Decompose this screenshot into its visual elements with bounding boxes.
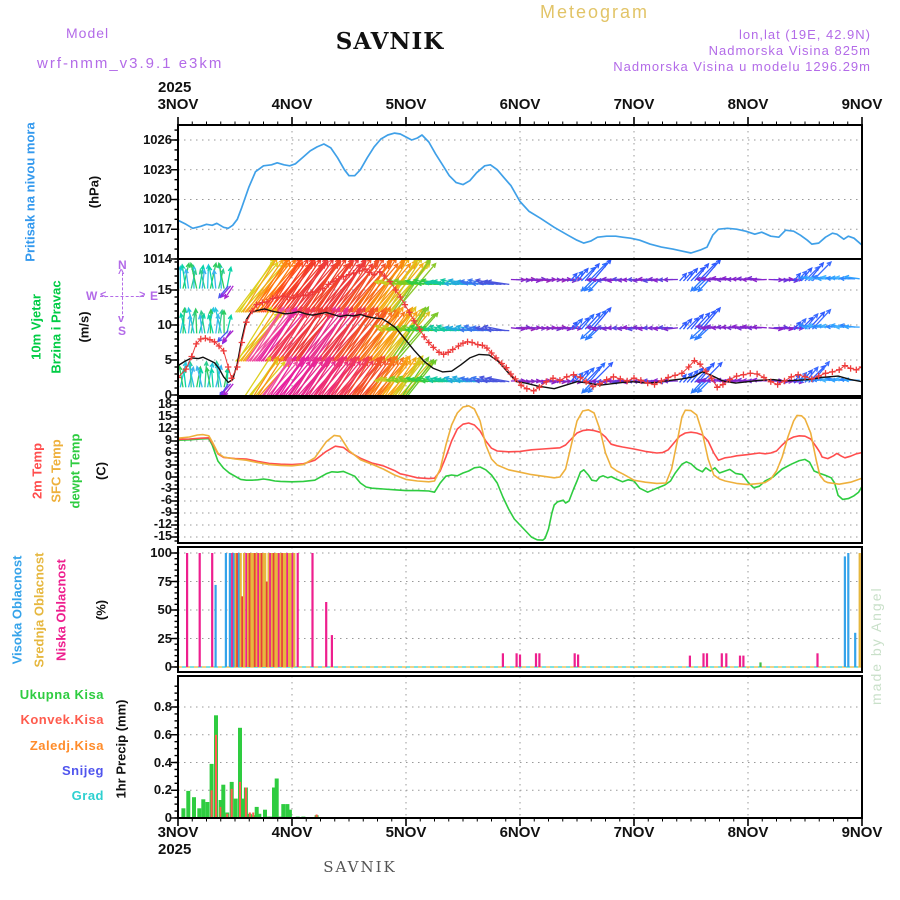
y-tick-label: -15: [153, 529, 172, 543]
y-tick-label: 1017: [143, 221, 172, 237]
wind-unit-label: (m/s): [76, 311, 92, 343]
x-axis-label-top: 3NOV: [157, 96, 199, 113]
year-label-bottom: 2025: [158, 841, 192, 858]
compass-west-label: W: [86, 289, 98, 303]
station-title: SAVNIK: [335, 28, 445, 55]
temp-unit-label: (C): [93, 461, 109, 481]
y-tick-label: 10: [157, 317, 172, 332]
x-axis-label-top: 9NOV: [841, 96, 883, 113]
compass-south-arrow-icon: v: [118, 313, 125, 325]
elevation-text: Nadmorska Visina 825m: [708, 43, 871, 58]
x-axis-label-top: 6NOV: [499, 96, 541, 113]
y-tick-label: 3: [165, 457, 172, 471]
y-tick-label: 1023: [143, 161, 172, 177]
y-tick-label: 0.6: [153, 726, 172, 742]
pressure-line: [178, 132, 862, 254]
precip-bars: [181, 715, 319, 818]
x-axis-label-top: 4NOV: [271, 96, 313, 113]
y-tick-label: -9: [160, 505, 172, 519]
y-tick-label: 15: [158, 409, 172, 423]
x-axis-label-top: 8NOV: [727, 96, 769, 113]
y-tick-label: 75: [157, 573, 172, 589]
y-tick-label: -12: [153, 517, 172, 531]
compass-east-label: E: [150, 289, 159, 303]
cloud-unit-label: (%): [93, 599, 109, 621]
temp-legend-sfc: SFC Temp: [48, 439, 64, 503]
y-tick-label: 0: [164, 659, 172, 674]
temperature-lines: [178, 405, 862, 541]
wind-panel-label-2: Brzina i Pravac: [48, 280, 64, 374]
watermark-credit: made by Angel: [868, 586, 884, 705]
y-tick-label: 0.2: [153, 782, 172, 798]
y-tick-label: 12: [158, 421, 172, 435]
cloud-legend-low: Niska Oblacnost: [53, 559, 69, 661]
y-tick-label: 1014: [143, 251, 172, 266]
compass-south-label: S: [118, 324, 127, 338]
y-tick-label: 100: [150, 545, 172, 560]
model-elevation-text: Nadmorska Visina u modelu 1296.29m: [613, 59, 871, 74]
y-tick-label: 6: [165, 445, 172, 459]
precip-legend-snow: Snijeg: [61, 763, 104, 778]
y-tick-label: 0.4: [153, 754, 172, 770]
x-axis-label-bottom: 6NOV: [499, 824, 541, 841]
page-heading: Meteogram: [540, 2, 650, 22]
y-tick-label: 0.8: [153, 699, 172, 714]
x-axis-label-bottom: 8NOV: [727, 824, 769, 841]
x-axis-label-bottom: 9NOV: [841, 824, 883, 841]
precip-legend-hail: Grad: [71, 788, 104, 803]
compass-west-arrow-icon: <: [100, 289, 107, 301]
x-axis-label-bottom: 4NOV: [271, 824, 313, 841]
x-axis-label-bottom: 3NOV: [157, 824, 199, 841]
compass-horizontal-line: [100, 296, 144, 297]
cloud-legend-mid: Srednja Oblacnost: [31, 552, 47, 668]
y-tick-label: 1026: [143, 131, 172, 147]
y-tick-label: 50: [157, 602, 172, 617]
temp-legend-dewpt: dewpt Temp: [67, 433, 83, 509]
y-tick-label: -3: [160, 481, 172, 495]
wind-panel-label-1: 10m Vjetar: [28, 294, 44, 360]
y-tick-label: 18: [158, 397, 172, 411]
x-axis-label-bottom: 5NOV: [385, 824, 427, 841]
axis-ticks: [171, 117, 863, 826]
precip-legend-convective: Konvek.Kisa: [20, 712, 104, 727]
pressure-unit-label: (hPa): [86, 175, 102, 209]
model-label: Model: [66, 25, 110, 41]
precip-legend-total: Ukupna Kisa: [19, 687, 104, 702]
year-label-top: 2025: [158, 79, 192, 96]
compass-east-arrow-icon: >: [139, 289, 146, 301]
precip-unit-label: 1hr Precip (mm): [113, 699, 129, 799]
y-tick-label: 0: [164, 387, 172, 402]
wind-gust-markers: [178, 265, 862, 394]
x-axis-label-top: 7NOV: [613, 96, 655, 113]
pressure-panel-label: Pritisak na nivou mora: [22, 122, 38, 262]
y-tick-label: 25: [157, 630, 172, 646]
cloud-legend-high: Visoka Oblacnost: [9, 555, 25, 665]
y-tick-label: -6: [160, 493, 172, 507]
y-tick-label: 5: [164, 352, 172, 367]
model-name: wrf-nmm_v3.9.1 e3km: [37, 55, 224, 72]
y-tick-label: 0: [164, 810, 172, 825]
compass-north-label: N: [118, 258, 127, 272]
y-tick-label: 15: [157, 282, 172, 297]
wind-direction-arrows: [178, 259, 860, 396]
x-axis-label-bottom: 7NOV: [613, 824, 655, 841]
precip-legend-stratiform: Zaledj.Kisa: [29, 738, 104, 753]
y-tick-label: 1020: [143, 191, 172, 207]
y-tick-label: 9: [165, 433, 172, 447]
lonlat-text: lon,lat (19E, 42.9N): [738, 27, 871, 42]
y-tick-label: 0: [165, 469, 172, 483]
compass-north-arrow-icon: ^: [118, 268, 125, 280]
footer-station-label: SAVNIK: [323, 858, 397, 876]
x-axis-label-top: 5NOV: [385, 96, 427, 113]
temp-legend-2m: 2m Temp: [29, 442, 45, 500]
